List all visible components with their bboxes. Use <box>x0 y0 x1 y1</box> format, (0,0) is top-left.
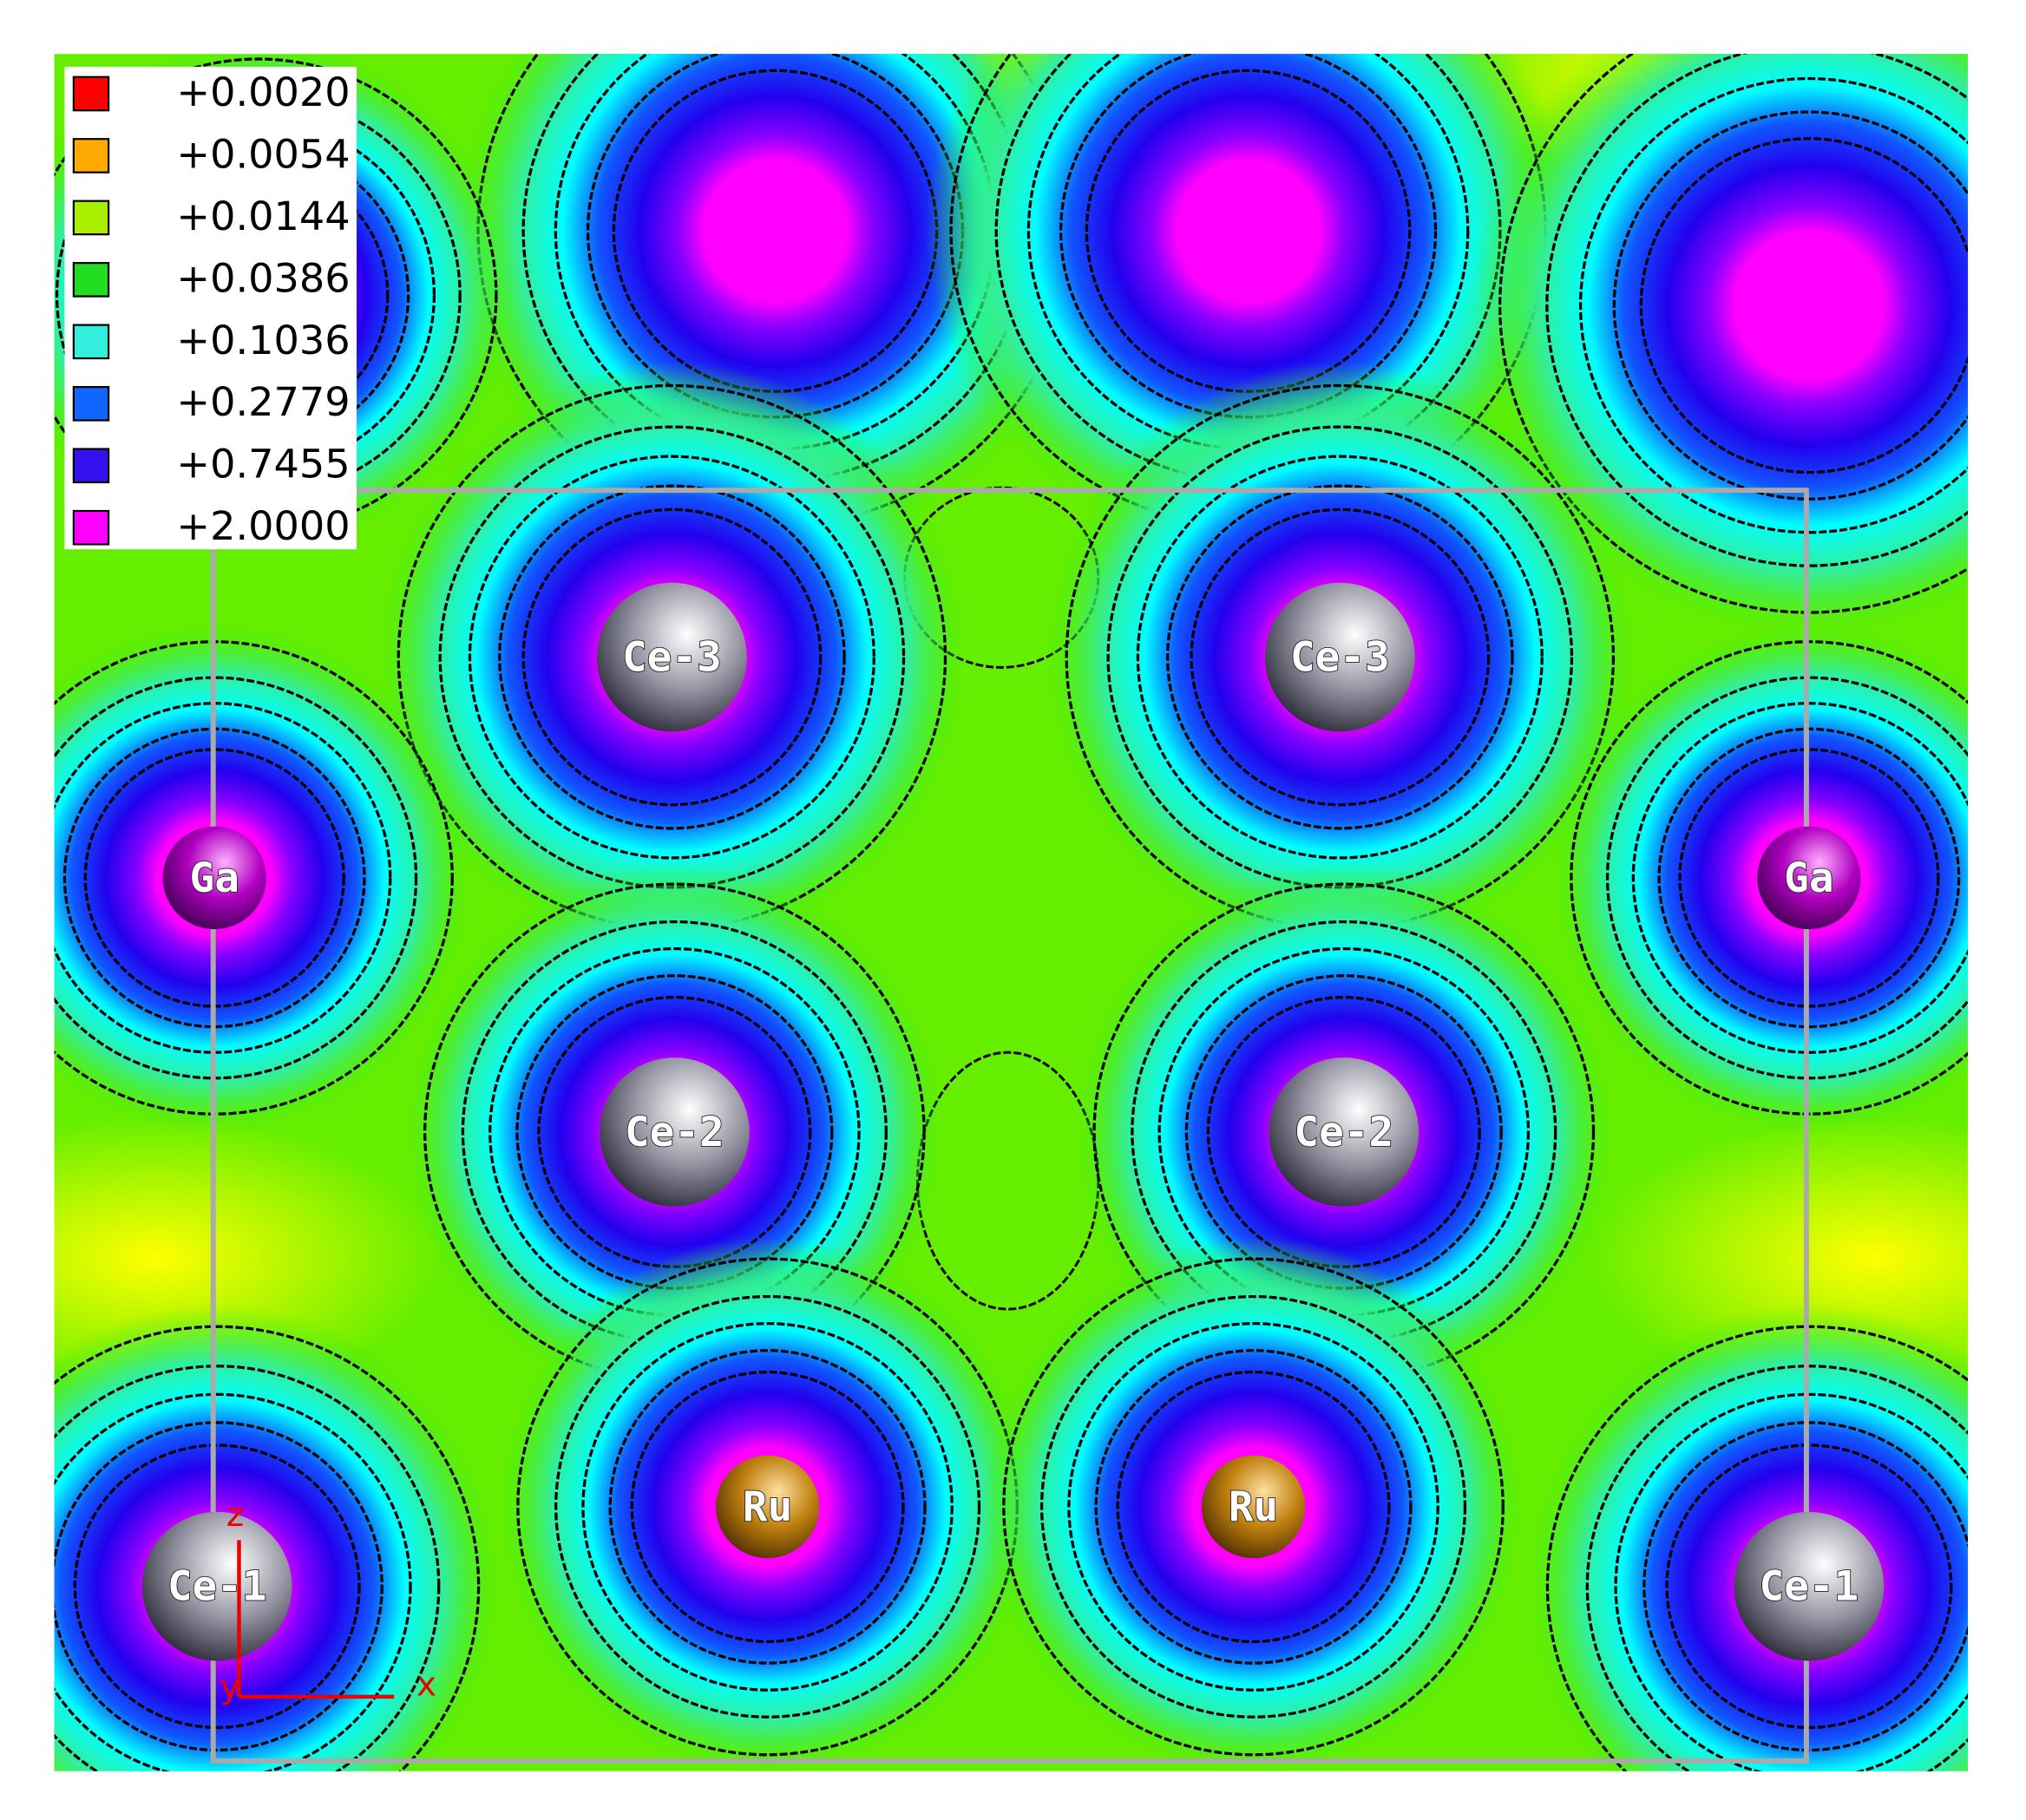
atom-label: Ce-1 <box>167 1563 267 1611</box>
axis-triad: z x y <box>220 1496 436 1706</box>
unit-cell <box>210 488 1809 1764</box>
atom-sphere <box>1734 1511 1885 1661</box>
contour-line <box>1545 54 1969 567</box>
atom-label: Ce-2 <box>625 1109 725 1156</box>
contour-line <box>1092 882 1596 1382</box>
contour-line <box>1614 1392 1969 1771</box>
contour-line <box>1136 455 1544 860</box>
contour-line <box>608 1349 927 1665</box>
contour-line <box>554 1294 981 1719</box>
contour-line <box>498 484 846 830</box>
atom-sphere <box>599 1057 750 1207</box>
legend-swatch <box>72 200 110 236</box>
atom-sphere <box>162 826 266 930</box>
axis-label: x <box>416 1666 436 1705</box>
legend-swatch <box>72 324 110 360</box>
atom-label: Ce-2 <box>1294 1109 1393 1156</box>
legend-label: +0.0054 <box>176 131 350 178</box>
contour-line <box>54 1365 441 1771</box>
legend-label: +0.0386 <box>176 254 350 301</box>
contour-line <box>1094 1349 1413 1665</box>
legend-label: +0.0020 <box>176 69 350 115</box>
legend: +0.0020 +0.0054 +0.0144 +0.0386 +0.1036 +0.27… <box>64 66 357 550</box>
contour-line <box>1585 1365 1969 1771</box>
contour-line <box>515 974 834 1290</box>
atom-label: Ru <box>743 1483 792 1531</box>
contour-line <box>1184 974 1503 1290</box>
contour-line <box>521 507 823 807</box>
contour-line <box>1002 1257 1505 1757</box>
density-orbital <box>54 1304 502 1771</box>
atoms: Ce-3 Ce-3 Ga Ga Ce-2 Ce-2 Ru Ru Ce-1 Ce-1 <box>141 582 1885 1661</box>
contour-line <box>54 1421 384 1752</box>
legend-label: +0.7455 <box>176 441 350 488</box>
atom-sphere <box>716 1455 820 1559</box>
legend-label: +0.0144 <box>176 193 350 239</box>
legend-label: +0.1036 <box>176 317 350 363</box>
contour-line <box>1642 1421 1969 1752</box>
axis-label: z <box>226 1496 244 1535</box>
atom-sphere <box>141 1511 292 1661</box>
legend-swatch <box>72 448 110 484</box>
atom-sphere <box>1757 826 1861 930</box>
contour-line <box>630 1370 905 1643</box>
legend-swatch <box>72 75 110 112</box>
contour-line <box>1067 1322 1439 1692</box>
atom-label: Ga <box>190 854 239 902</box>
legend-swatch <box>72 509 110 546</box>
atom-label: Ce-1 <box>1760 1563 1859 1611</box>
legend-swatch <box>72 385 110 422</box>
contour-line <box>54 1392 412 1771</box>
legend-label: +0.2779 <box>176 378 350 425</box>
atom-sphere <box>1269 1057 1420 1207</box>
atom-label: Ce-3 <box>622 634 722 682</box>
contour-line <box>1166 484 1514 830</box>
atom-label: Ru <box>1229 1483 1278 1531</box>
contour-line <box>423 882 926 1382</box>
contour-line <box>1116 1370 1391 1643</box>
contour-line <box>1639 137 1969 475</box>
legend-swatch <box>72 262 110 298</box>
atom-label: Ce-3 <box>1290 634 1390 682</box>
legend-box <box>64 66 357 550</box>
contour-line <box>468 455 875 860</box>
atom-sphere <box>1201 1455 1306 1559</box>
atom-sphere <box>1264 582 1415 732</box>
contour-line <box>581 1322 954 1692</box>
atom-sphere <box>597 582 747 732</box>
atom-label: Ga <box>1784 854 1833 902</box>
legend-label: +2.0000 <box>176 502 350 549</box>
contour-line <box>73 1444 361 1730</box>
contour-line <box>54 1325 481 1771</box>
axis-label: y <box>220 1668 240 1707</box>
legend-swatch <box>72 138 110 173</box>
contour-line <box>1190 507 1491 807</box>
contour-line <box>1039 1294 1467 1719</box>
density-orbital <box>1524 1304 1969 1771</box>
